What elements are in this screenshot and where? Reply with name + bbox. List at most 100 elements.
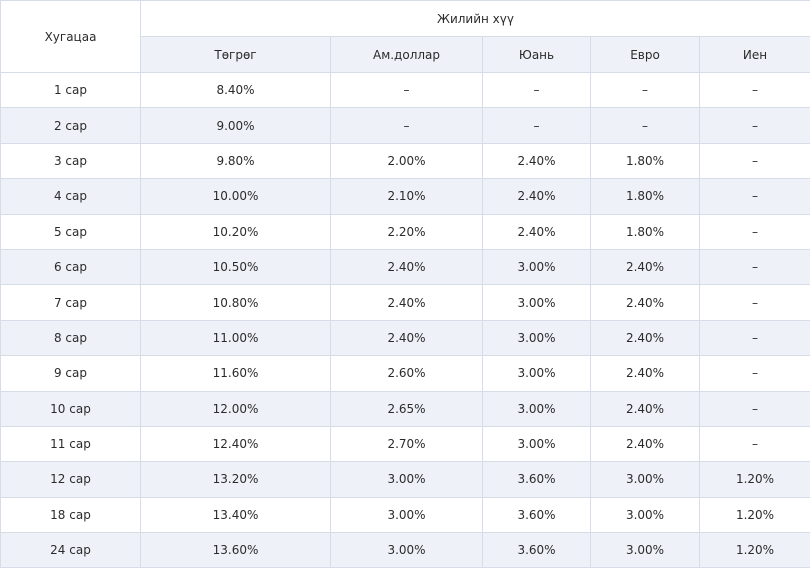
rate-cell: 3.60% [482, 461, 591, 498]
rate-cell: – [699, 355, 810, 392]
table-row: 7 сар 10.80% 2.40% 3.00% 2.40% – [0, 284, 810, 321]
rate-cell: 2.40% [330, 284, 483, 321]
period-cell: 11 сар [0, 425, 141, 463]
period-cell: 8 сар [0, 319, 141, 357]
table-row: 8 сар 11.00% 2.40% 3.00% 2.40% – [0, 319, 810, 357]
rate-cell: 3.00% [330, 461, 483, 498]
currency-header: Евро [590, 36, 700, 73]
rate-cell: 1.20% [699, 461, 810, 498]
rate-cell: – [699, 107, 810, 144]
table-row: 24 сар 13.60% 3.00% 3.60% 3.00% 1.20% [0, 532, 810, 569]
rate-cell: 12.00% [140, 390, 331, 427]
period-cell: 7 сар [0, 284, 141, 321]
period-cell: 18 сар [0, 496, 141, 534]
rate-cell: 2.20% [330, 213, 483, 250]
period-cell: 24 сар [0, 532, 141, 569]
table-row: 2 сар 9.00% – – – – [0, 107, 810, 144]
rate-cell: 3.00% [482, 319, 591, 357]
rate-cell: 3.60% [482, 532, 591, 569]
rate-cell: 12.40% [140, 425, 331, 463]
rate-cell: – [699, 425, 810, 463]
rate-cell: – [699, 284, 810, 321]
rate-cell: 1.20% [699, 532, 810, 569]
table-body: 1 сар 8.40% – – – –2 сар 9.00% – – – –3 сар 9.80% 2.… [0, 71, 810, 569]
rate-cell: 1.80% [590, 178, 700, 215]
rate-cell: 3.00% [482, 248, 591, 286]
rate-cell: 3.00% [482, 284, 591, 321]
rate-cell: 2.40% [590, 284, 700, 321]
currency-header: Төгрөг [140, 36, 331, 73]
rate-cell: 3.00% [590, 532, 700, 569]
rate-cell: – [330, 107, 483, 144]
period-cell: 12 сар [0, 461, 141, 498]
rate-cell: 2.00% [330, 142, 483, 180]
rate-cell: 13.60% [140, 532, 331, 569]
rate-cell: 2.10% [330, 178, 483, 215]
rate-cell: 1.80% [590, 213, 700, 250]
period-cell: 10 сар [0, 390, 141, 427]
rate-cell: 2.40% [590, 390, 700, 427]
rate-cell: 10.20% [140, 213, 331, 250]
rate-cell: 2.40% [590, 355, 700, 392]
rate-cell: 10.80% [140, 284, 331, 321]
rate-cell: 3.00% [482, 355, 591, 392]
rate-cell: 3.00% [330, 532, 483, 569]
currency-header: Иен [699, 36, 810, 73]
rate-cell: – [330, 71, 483, 109]
rate-table: Хугацаа Жилийн хүү Төгрөг Ам.доллар Юань Ев… [0, 0, 810, 569]
rate-cell: 2.40% [482, 178, 591, 215]
rate-cell: 2.65% [330, 390, 483, 427]
rate-cell: 11.00% [140, 319, 331, 357]
rate-cell: 3.00% [590, 496, 700, 534]
period-cell: 6 сар [0, 248, 141, 286]
period-cell: 5 сар [0, 213, 141, 250]
table-row: 1 сар 8.40% – – – – [0, 71, 810, 109]
rate-cell: – [590, 71, 700, 109]
rate-cell: 2.40% [590, 319, 700, 357]
table-row: 12 сар 13.20% 3.00% 3.60% 3.00% 1.20% [0, 461, 810, 498]
rate-cell: 13.20% [140, 461, 331, 498]
rate-cell: – [699, 178, 810, 215]
rate-cell: – [590, 107, 700, 144]
rate-cell: 3.00% [482, 390, 591, 427]
table-row: 3 сар 9.80% 2.00% 2.40% 1.80% – [0, 142, 810, 180]
rate-cell: 2.40% [330, 319, 483, 357]
rate-cell: 3.00% [482, 425, 591, 463]
rate-cell: 2.40% [330, 248, 483, 286]
rate-cell: – [699, 248, 810, 286]
period-header: Хугацаа [0, 0, 141, 73]
currency-row: Төгрөг Ам.доллар Юань Евро Иен [1, 36, 810, 73]
rate-cell: 11.60% [140, 355, 331, 392]
rate-cell: – [482, 71, 591, 109]
rate-cell: 8.40% [140, 71, 331, 109]
period-cell: 1 сар [0, 71, 141, 109]
currency-header: Юань [482, 36, 591, 73]
period-cell: 4 сар [0, 178, 141, 215]
currency-header: Ам.доллар [330, 36, 483, 73]
rate-cell: 2.70% [330, 425, 483, 463]
table-row: 9 сар 11.60% 2.60% 3.00% 2.40% – [0, 355, 810, 392]
rate-cell: 13.40% [140, 496, 331, 534]
rate-cell: 2.40% [482, 142, 591, 180]
rate-cell: 2.40% [590, 248, 700, 286]
rate-cell: 1.80% [590, 142, 700, 180]
rate-cell: – [482, 107, 591, 144]
rate-cell: – [699, 142, 810, 180]
rate-cell: 10.50% [140, 248, 331, 286]
period-cell: 3 сар [0, 142, 141, 180]
rate-cell: 9.80% [140, 142, 331, 180]
table-row: 6 сар 10.50% 2.40% 3.00% 2.40% – [0, 248, 810, 286]
rate-header: Жилийн хүү [140, 0, 810, 37]
rate-cell: – [699, 71, 810, 109]
rate-cell: 3.00% [590, 461, 700, 498]
period-cell: 2 сар [0, 107, 141, 144]
period-cell: 9 сар [0, 355, 141, 392]
table-row: 4 сар 10.00% 2.10% 2.40% 1.80% – [0, 178, 810, 215]
rate-cell: – [699, 213, 810, 250]
table-row: 11 сар 12.40% 2.70% 3.00% 2.40% – [0, 425, 810, 463]
rate-cell: 10.00% [140, 178, 331, 215]
rate-cell: 1.20% [699, 496, 810, 534]
rate-cell: 3.00% [330, 496, 483, 534]
rate-cell: – [699, 390, 810, 427]
